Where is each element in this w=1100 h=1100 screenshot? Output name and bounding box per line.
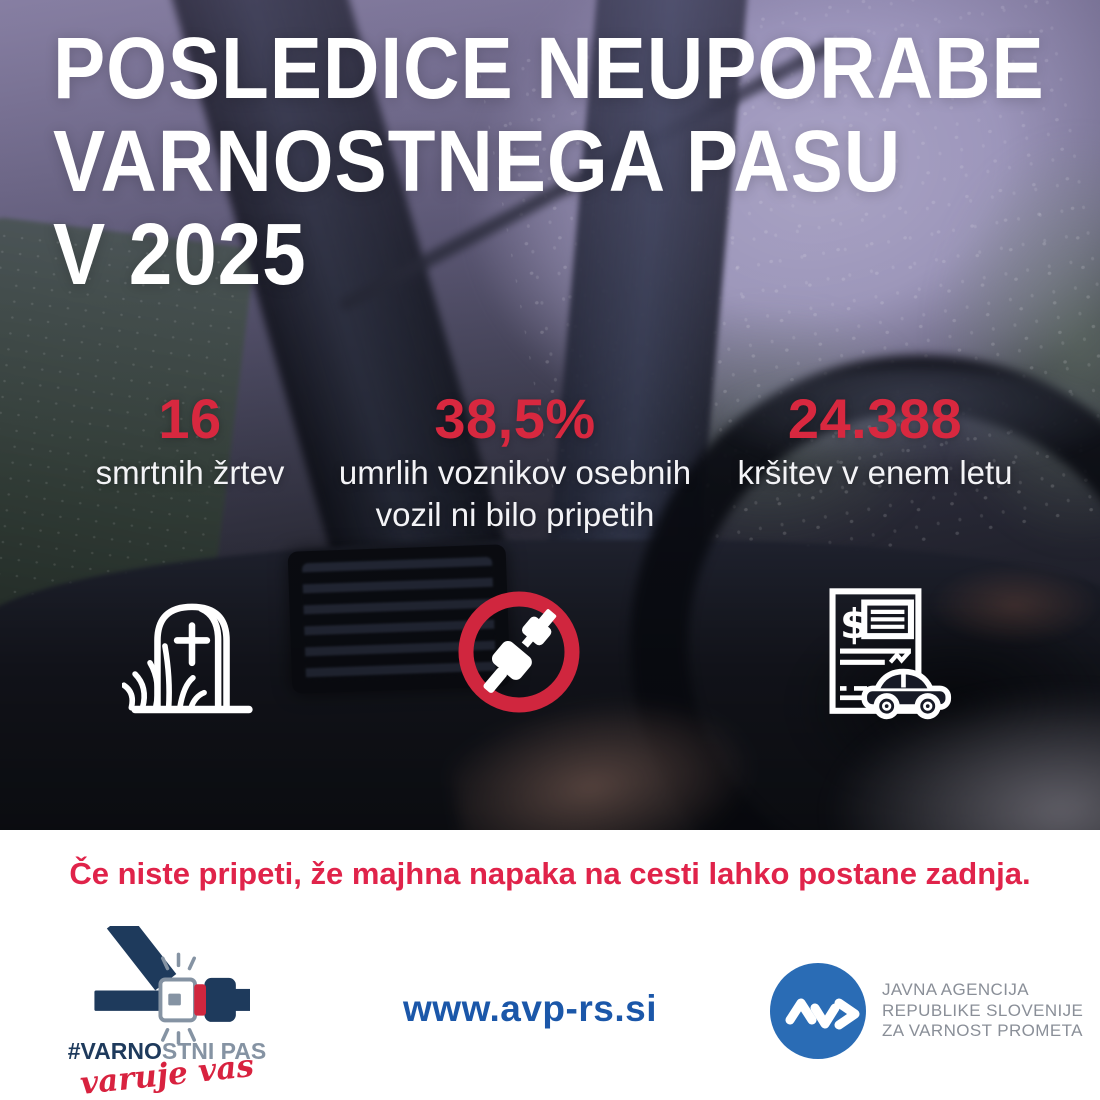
- svg-text:$: $: [840, 600, 869, 648]
- campaign-hashtag-highlight: #VARNO: [67, 1038, 162, 1064]
- footer: Če niste pripeti, že majhna napaka na ce…: [0, 830, 1100, 1100]
- stat-violations: 24.388 kršitev v enem letu: [705, 391, 1045, 494]
- title-line: V 2025: [53, 206, 307, 304]
- stat-unbelted-drivers: 38,5% umrlih voznikov osebnih vozil ni b…: [325, 391, 705, 535]
- stat-unbelted-drivers-label: umrlih voznikov osebnih vozil ni bilo pr…: [338, 454, 692, 533]
- website-link[interactable]: www.avp-rs.si: [403, 988, 657, 1029]
- agency-name: JAVNA AGENCIJA REPUBLIKE SLOVENIJE ZA VA…: [882, 980, 1083, 1041]
- stat-fatalities-value: 16: [158, 387, 222, 450]
- avp-logo-icon: [770, 963, 866, 1059]
- no-seatbelt-icon: [455, 588, 583, 721]
- campaign-logo: #VARNOSTNI PAS varuje vas: [52, 926, 282, 1100]
- campaign-hashtag-rest: STNI PAS: [161, 1038, 267, 1064]
- background-steering-wheel-glint: [700, 368, 1100, 488]
- stat-fatalities: 16 smrtnih žrtev: [30, 391, 350, 494]
- stat-violations-label: kršitev v enem letu: [737, 454, 1013, 491]
- seatbelt-buckle-icon: [93, 926, 250, 1044]
- campaign-hashtag: #VARNOSTNI PAS: [52, 1038, 282, 1065]
- background-gauge-glow: [930, 565, 1100, 645]
- gravestone-icon: [121, 588, 262, 724]
- stat-unbelted-drivers-value: 38,5%: [434, 387, 596, 450]
- page-title: POSLEDICE NEUPORABE VARNOSTNEGA PASU V 2…: [53, 22, 1045, 301]
- footer-message: Če niste pripeti, že majhna napaka na ce…: [69, 856, 1031, 891]
- agency-name-line: ZA VARNOST PROMETA: [882, 1021, 1083, 1041]
- agency-name-line: REPUBLIKE SLOVENIJE: [882, 1000, 1084, 1020]
- agency-logo: JAVNA AGENCIJA REPUBLIKE SLOVENIJE ZA VA…: [770, 963, 1083, 1059]
- title-line: POSLEDICE NEUPORABE: [53, 20, 1045, 117]
- stat-fatalities-label: smrtnih žrtev: [95, 454, 285, 491]
- traffic-fine-icon: $: [812, 582, 952, 727]
- title-line: VARNOSTNEGA PASU: [53, 113, 902, 211]
- stat-violations-value: 24.388: [787, 387, 963, 450]
- agency-name-line: JAVNA AGENCIJA: [882, 980, 1029, 1000]
